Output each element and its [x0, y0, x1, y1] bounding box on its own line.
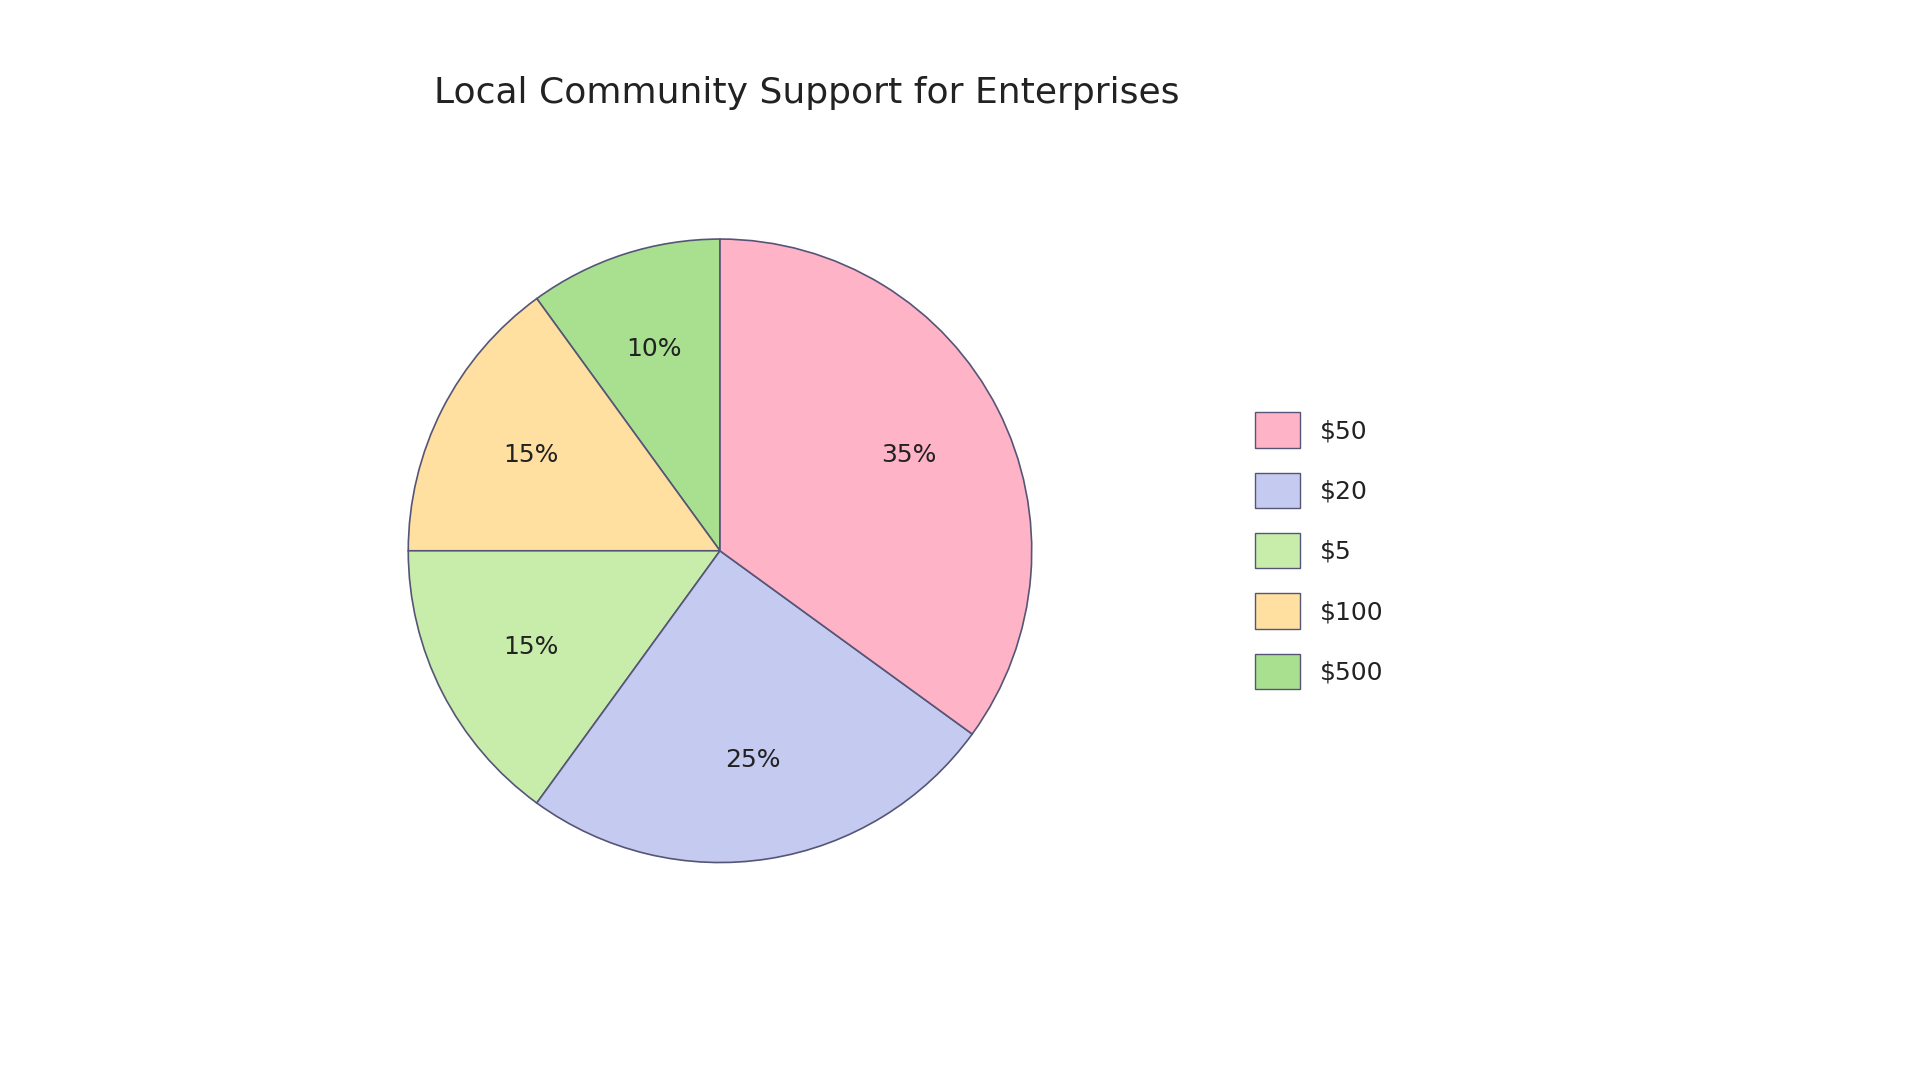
Legend: $50, $20, $5, $100, $500: $50, $20, $5, $100, $500: [1256, 413, 1384, 689]
Wedge shape: [538, 551, 972, 863]
Wedge shape: [409, 551, 720, 804]
Text: 35%: 35%: [881, 443, 937, 467]
Text: 15%: 15%: [503, 635, 559, 659]
Wedge shape: [538, 239, 720, 551]
Wedge shape: [409, 298, 720, 551]
Text: 15%: 15%: [503, 443, 559, 467]
Text: 10%: 10%: [626, 337, 682, 361]
Text: 25%: 25%: [726, 748, 781, 772]
Wedge shape: [720, 239, 1031, 734]
Text: Local Community Support for Enterprises: Local Community Support for Enterprises: [434, 76, 1179, 109]
